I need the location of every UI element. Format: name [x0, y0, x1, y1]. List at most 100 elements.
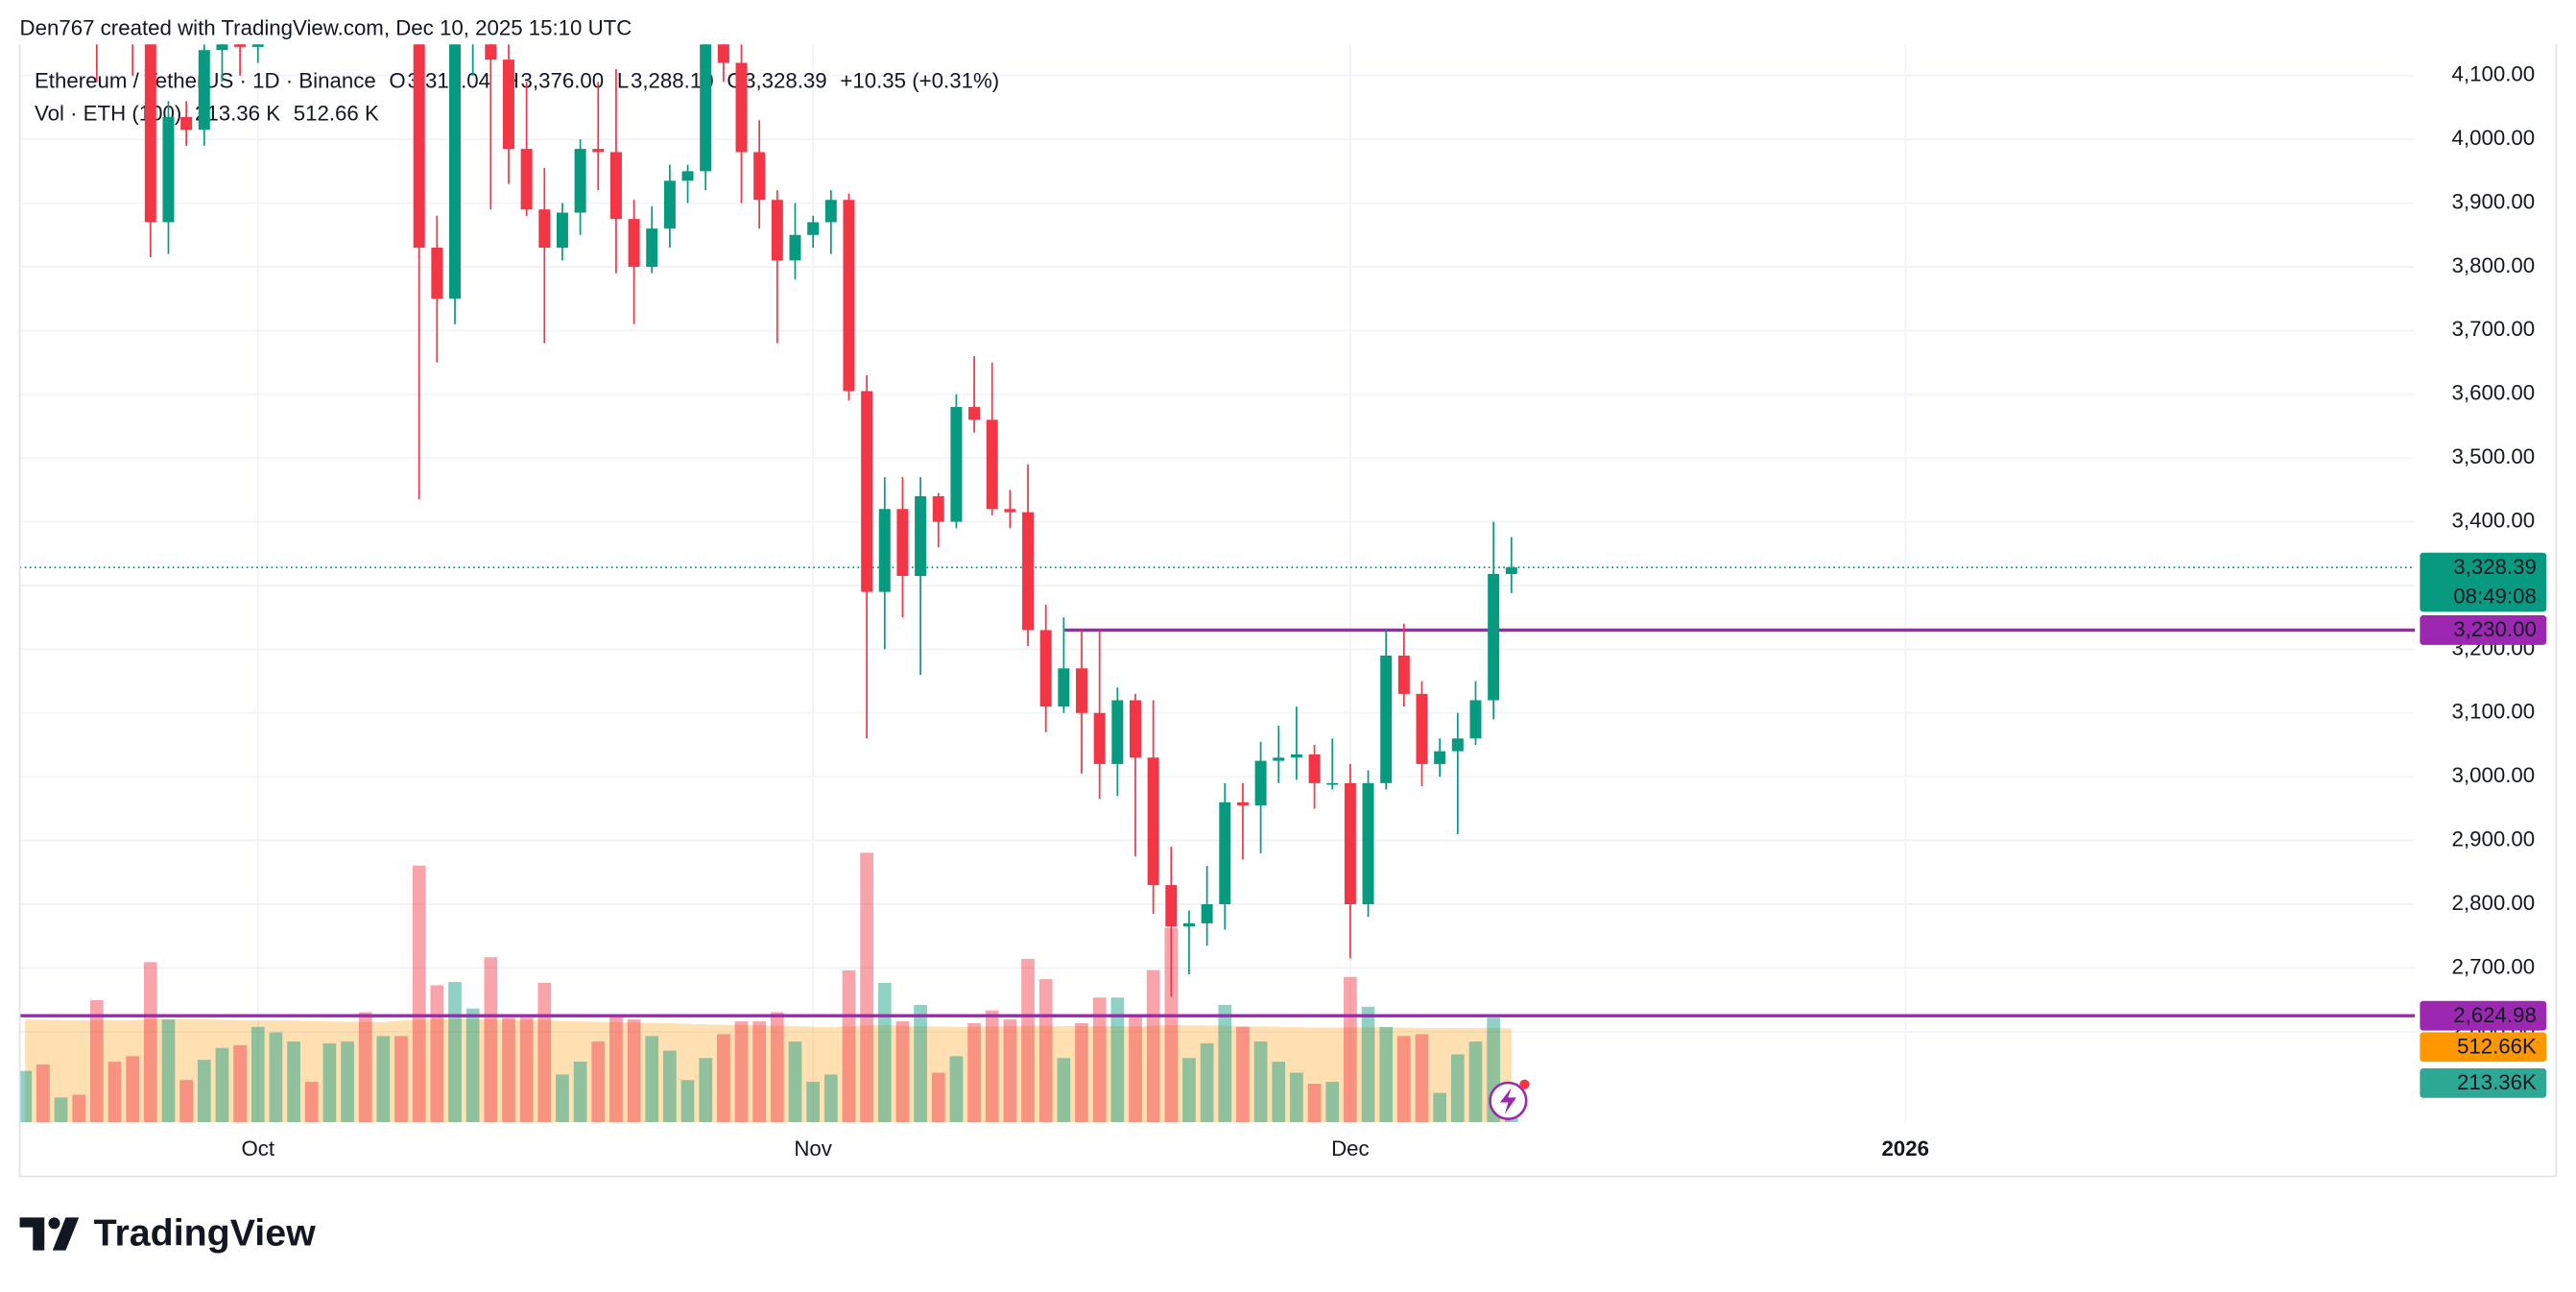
volume-bar [126, 1056, 140, 1123]
y-tick-label: 3,600.00 [2452, 381, 2536, 405]
volume-bar [985, 1010, 999, 1123]
volume-bar [502, 1017, 515, 1123]
volume-bar [1129, 1016, 1142, 1123]
icon-dot [1519, 1079, 1530, 1089]
y-tick-label: 3,500.00 [2452, 444, 2536, 468]
candle-body [1022, 512, 1035, 631]
candle-body [556, 212, 568, 249]
candle-body [646, 228, 658, 267]
candle-body [1488, 574, 1500, 701]
candle-body [986, 419, 998, 510]
volume-bar [1396, 1036, 1411, 1123]
candle-body [771, 200, 783, 261]
candle-body [1273, 757, 1285, 761]
candle-body [628, 219, 640, 267]
price-badge-label: 3,328.39 [2453, 555, 2537, 579]
legend-key: O [389, 68, 405, 92]
candle-body [663, 180, 676, 229]
candle-body [1380, 656, 1393, 783]
volume-bar [72, 1094, 86, 1123]
volume-bar [233, 1044, 247, 1123]
logo-mark [48, 1217, 60, 1230]
volume-bar [19, 1070, 33, 1123]
volume-bar [860, 852, 873, 1123]
logo-mark [19, 1217, 45, 1251]
volume-bar [627, 1019, 641, 1123]
volume-bar [895, 1021, 910, 1123]
candle-body [1129, 700, 1141, 758]
volume-bar [161, 1019, 176, 1123]
volume-bar [1236, 1026, 1250, 1123]
volume-bar [931, 1072, 945, 1123]
volume-bar [1146, 969, 1160, 1123]
volume-bar [1110, 997, 1125, 1123]
volume-bar [179, 1080, 193, 1123]
candle-body [824, 200, 837, 223]
volume-bar [304, 1082, 319, 1123]
candle-body [485, 44, 497, 60]
footer-logo-text: TradingView [94, 1212, 317, 1255]
price-badge [2420, 1067, 2547, 1098]
candle-body [1451, 738, 1464, 752]
volume-bar [412, 865, 426, 1123]
volume-bar [680, 1080, 695, 1123]
volume-bar [1253, 1041, 1268, 1123]
volume-bar [197, 1060, 211, 1123]
price-badge-label: 213.36K [2457, 1070, 2537, 1094]
y-tick-label: 4,000.00 [2452, 126, 2536, 150]
y-tick-label: 3,900.00 [2452, 189, 2536, 213]
volume-bar [341, 1041, 354, 1123]
volume-bar [215, 1047, 229, 1123]
volume-bar [537, 982, 552, 1123]
candle-body [1165, 885, 1178, 927]
price-badge [2420, 1000, 2547, 1031]
volume-bar [699, 1058, 713, 1123]
candle-body [1505, 567, 1517, 575]
volume-bar [448, 982, 462, 1123]
volume-bar [1307, 1083, 1322, 1123]
candle-body [1254, 760, 1267, 806]
candle-body [1362, 782, 1374, 904]
candle-body [681, 171, 694, 181]
candle-body [502, 60, 514, 150]
candle-body [520, 149, 533, 210]
legend: Ethereum / TetherUS · 1D · Binance O 3,318… [35, 68, 999, 125]
volume-bar [734, 1021, 749, 1123]
candle-body [753, 152, 766, 201]
volume-bar [465, 1008, 480, 1123]
candle-body [180, 116, 193, 131]
price-badge [2420, 615, 2547, 645]
candle-body [1290, 754, 1302, 758]
volume-bar [143, 962, 157, 1123]
volume-bar [1361, 1006, 1375, 1123]
volume-ma-area [25, 1018, 1512, 1123]
candle-body [1397, 656, 1410, 694]
candle-body [1182, 922, 1195, 927]
volume-bar [519, 1017, 534, 1123]
volume-bar [269, 1032, 283, 1123]
candle-body [950, 407, 963, 522]
volume-bar [376, 1036, 391, 1123]
candle-body [449, 44, 461, 299]
volume-bar [1164, 927, 1179, 1123]
candle-body [216, 44, 228, 51]
candle-body [861, 391, 873, 592]
volume-bar [54, 1097, 68, 1123]
volume-bar [1075, 1022, 1088, 1123]
volume-bar [358, 1012, 372, 1123]
volume-bar [430, 985, 444, 1123]
candle-body [1344, 782, 1356, 904]
candle-body [735, 62, 748, 153]
candle-body [91, 0, 103, 12]
volume-bar [1092, 997, 1107, 1123]
volume-bar [107, 1062, 122, 1123]
price-badge-label: 2,624.98 [2453, 1003, 2537, 1027]
candle-body [1416, 693, 1428, 764]
icon-bolt [1499, 1088, 1516, 1114]
candle-body [538, 209, 551, 249]
candle-body [144, 44, 156, 223]
legend-value: 3,328.39 [744, 68, 827, 92]
replay-icon[interactable] [1489, 1079, 1530, 1120]
